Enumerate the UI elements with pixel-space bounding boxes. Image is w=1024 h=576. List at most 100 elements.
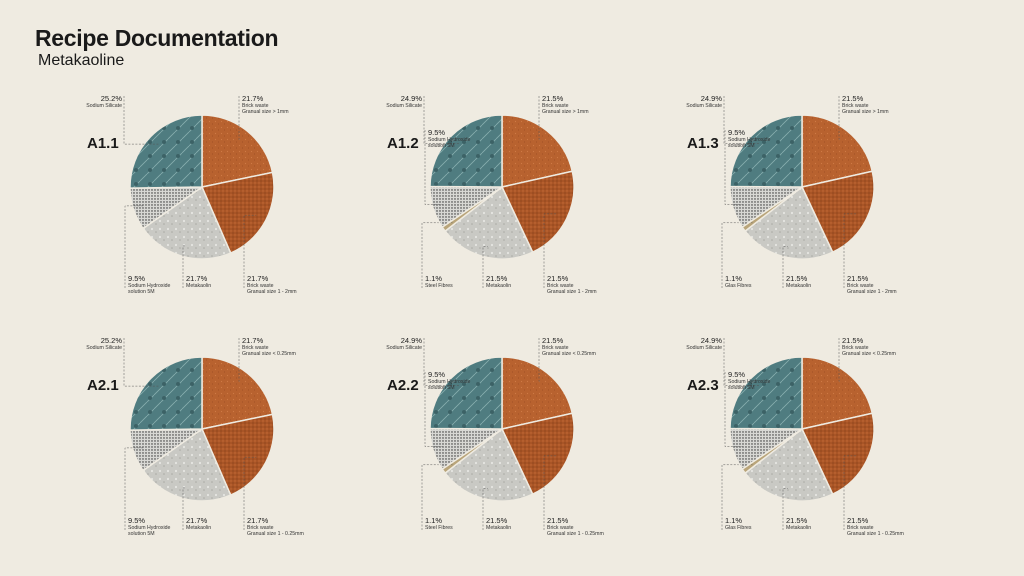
pie-chart: [421, 338, 575, 530]
slice-name: Sodium Hydroxide: [728, 379, 771, 385]
slice-label-fib: 1.1% Glas Fibres: [725, 274, 752, 289]
slice-percent: 21.5%: [786, 274, 808, 283]
pie-panel-a2-3: A2.3 21.5% Brick waste Granual size < 0.25m…: [670, 332, 980, 547]
pie-slice-sil: [129, 356, 203, 431]
leader-line: [543, 455, 557, 530]
pie-chart: [123, 338, 275, 530]
slice-percent: 24.9%: [400, 336, 422, 345]
pie-slice-sil: [429, 114, 503, 188]
slice-percent: 1.1%: [425, 516, 443, 525]
slice-label-meta: 21.7% Metakaolin: [186, 274, 211, 289]
slice-label-meta: 21.5% Metakaolin: [486, 274, 511, 289]
slice-name: Metakaolin: [486, 283, 512, 289]
leader-line: [124, 205, 144, 288]
slice-name: Metakaolin: [186, 283, 212, 289]
slice-name: Sodium Hydroxide: [128, 283, 171, 289]
pie-slice-brick1: [801, 114, 874, 188]
slice-percent: 1.1%: [725, 516, 743, 525]
leader-line: [543, 213, 557, 288]
slice-description: Granual size 1 - 2mm: [847, 289, 897, 295]
slice-name: Brick waste: [847, 525, 874, 531]
slice-percent: 21.7%: [242, 336, 264, 345]
slice-percent: 21.5%: [847, 516, 869, 525]
slice-description: Granual size < 0.25mm: [242, 351, 296, 357]
slice-name: Glas Fibres: [725, 525, 752, 531]
slice-percent: 24.9%: [400, 94, 422, 103]
pie-slice-brick2: [800, 170, 875, 254]
pie-slice-sil: [729, 114, 803, 188]
slice-label-brick1: 21.7% Brick waste Granual size > 1mm: [242, 94, 289, 115]
pie-slice-brick1: [501, 356, 574, 430]
pie-slice-brick2: [500, 412, 575, 496]
leader-line: [843, 213, 857, 288]
pie-panel-a1-2: A1.2 21.5% Brick waste Granual size > 1mm 21…: [370, 90, 680, 305]
pie-slice-brick2: [500, 170, 575, 254]
slice-percent: 21.5%: [542, 336, 564, 345]
slice-label-hyd: 9.5% Sodium Hydroxide solution 5M: [428, 128, 470, 149]
leader-line: [238, 338, 241, 382]
leader-line: [724, 130, 744, 205]
slice-label-sil: 25.2% Sodium Silicate: [86, 336, 122, 351]
leader-line: [843, 455, 857, 530]
slice-percent: 21.5%: [842, 94, 864, 103]
slice-percent: 21.5%: [486, 274, 508, 283]
slice-percent: 21.7%: [242, 94, 264, 103]
pie-panel-a1-1: A1.1 21.7% Brick waste Granual size > 1mm 21…: [70, 90, 380, 305]
slice-label-hyd: 9.5% Sodium Hydroxide solution 5M: [128, 516, 170, 537]
slice-name: Sodium Silicate: [386, 345, 422, 351]
slice-label-meta: 21.5% Metakaolin: [486, 516, 511, 531]
pie-slice-brick1: [201, 356, 274, 430]
recipe-id-label: A1.2: [387, 135, 419, 152]
slice-label-hyd: 9.5% Sodium Hydroxide solution 5M: [728, 370, 770, 391]
leader-line: [423, 338, 459, 386]
slice-name: Brick waste: [247, 283, 274, 289]
slice-percent: 9.5%: [428, 128, 446, 137]
slice-label-fib: 1.1% Glas Fibres: [725, 516, 752, 531]
recipe-id-label: A2.2: [387, 377, 419, 394]
slice-percent: 21.5%: [547, 274, 569, 283]
leader-line: [238, 96, 241, 140]
slice-description: solution 5M: [428, 143, 455, 149]
slice-description: Granual size 1 - 0.25mm: [247, 531, 304, 537]
slice-label-brick2: 21.7% Brick waste Granual size 1 - 2mm: [247, 274, 297, 295]
slice-label-brick2: 21.5% Brick waste Granual size 1 - 0.25mm: [847, 516, 904, 537]
slice-label-hyd: 9.5% Sodium Hydroxide solution 5M: [428, 370, 470, 391]
pie-slice-meta: [444, 185, 534, 260]
recipe-id-label: A1.3: [687, 135, 719, 152]
leader-line: [123, 338, 159, 387]
slice-percent: 24.9%: [700, 94, 722, 103]
slice-description: Granual size > 1mm: [242, 109, 289, 115]
pie-chart: [721, 96, 875, 288]
slice-label-fib: 1.1% Steel Fibres: [425, 274, 453, 289]
slice-label-brick1: 21.5% Brick waste Granual size > 1mm: [542, 94, 589, 115]
slice-percent: 21.5%: [486, 516, 508, 525]
pie-panel-a2-1: A2.1 21.7% Brick waste Granual size < 0.25m…: [70, 332, 380, 547]
slice-percent: 21.5%: [542, 94, 564, 103]
slice-label-sil: 24.9% Sodium Silicate: [386, 336, 422, 351]
slice-percent: 1.1%: [725, 274, 743, 283]
pie-panel-a1-3: A1.3 21.5% Brick waste Granual size > 1mm 21…: [670, 90, 980, 305]
slice-percent: 9.5%: [728, 128, 746, 137]
slice-description: solution 5M: [728, 385, 755, 391]
pie-slice-brick2: [200, 413, 275, 497]
slice-name: Sodium Silicate: [686, 345, 722, 351]
pie-chart: [123, 96, 275, 288]
slice-name: Sodium Hydroxide: [128, 525, 171, 531]
pie-slice-meta: [444, 427, 534, 502]
slice-label-sil: 24.9% Sodium Silicate: [386, 94, 422, 109]
slice-percent: 21.7%: [247, 516, 269, 525]
leader-line: [123, 96, 159, 145]
slice-name: Metakaolin: [786, 525, 812, 531]
pie-slice-meta: [142, 427, 232, 502]
pie-slice-sil: [729, 356, 803, 430]
slice-name: Brick waste: [842, 345, 869, 351]
pie-panel-a2-2: A2.2 21.5% Brick waste Granual size < 0.25m…: [370, 332, 680, 547]
recipe-id-label: A1.1: [87, 135, 119, 152]
slice-label-meta: 21.5% Metakaolin: [786, 516, 811, 531]
slice-description: Granual size < 0.25mm: [542, 351, 596, 357]
leader-line: [723, 96, 759, 144]
leader-line: [182, 245, 186, 288]
leader-line: [243, 456, 257, 530]
slice-percent: 25.2%: [100, 336, 122, 345]
